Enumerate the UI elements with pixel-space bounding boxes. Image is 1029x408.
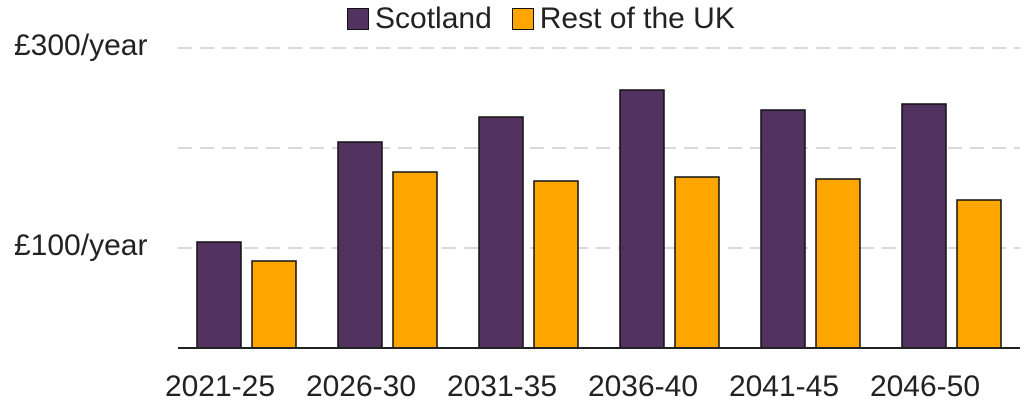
x-tick-label-1: 2021-25 [164,370,276,403]
y-tick-label-100: £100/year [14,229,148,262]
x-tick-label-4: 2036-40 [587,370,699,403]
bar-scotland-2041-45 [760,109,806,349]
bar-scotland-2021-25 [196,241,242,349]
bar-scotland-2046-50 [901,103,947,349]
x-tick-label-3: 2031-35 [446,370,558,403]
bar-rest-of-uk-2031-35 [533,180,579,349]
x-tick-label-6: 2046-50 [869,370,981,403]
legend-label-rest-of-uk: Rest of the UK [539,2,735,35]
x-tick-label-5: 2041-45 [728,370,840,403]
x-tick-label-2: 2026-30 [305,370,417,403]
legend-item-rest-of-uk: Rest of the UK [511,2,735,36]
bar-scotland-2031-35 [478,116,524,349]
y-tick-label-300: £300/year [14,29,148,62]
bar-scotland-2036-40 [619,89,665,349]
bar-scotland-2026-30 [337,141,383,349]
bar-rest-of-uk-2036-40 [674,176,720,349]
bar-rest-of-uk-2021-25 [251,260,297,349]
bar-rest-of-uk-2041-45 [815,178,861,349]
legend-item-scotland: Scotland [347,2,492,36]
legend-swatch-rest-of-uk [511,8,534,30]
legend-label-scotland: Scotland [375,2,492,35]
bar-rest-of-uk-2046-50 [956,199,1002,349]
bar-rest-of-uk-2026-30 [392,171,438,349]
legend: Scotland Rest of the UK [347,2,755,36]
legend-swatch-scotland [347,8,369,30]
